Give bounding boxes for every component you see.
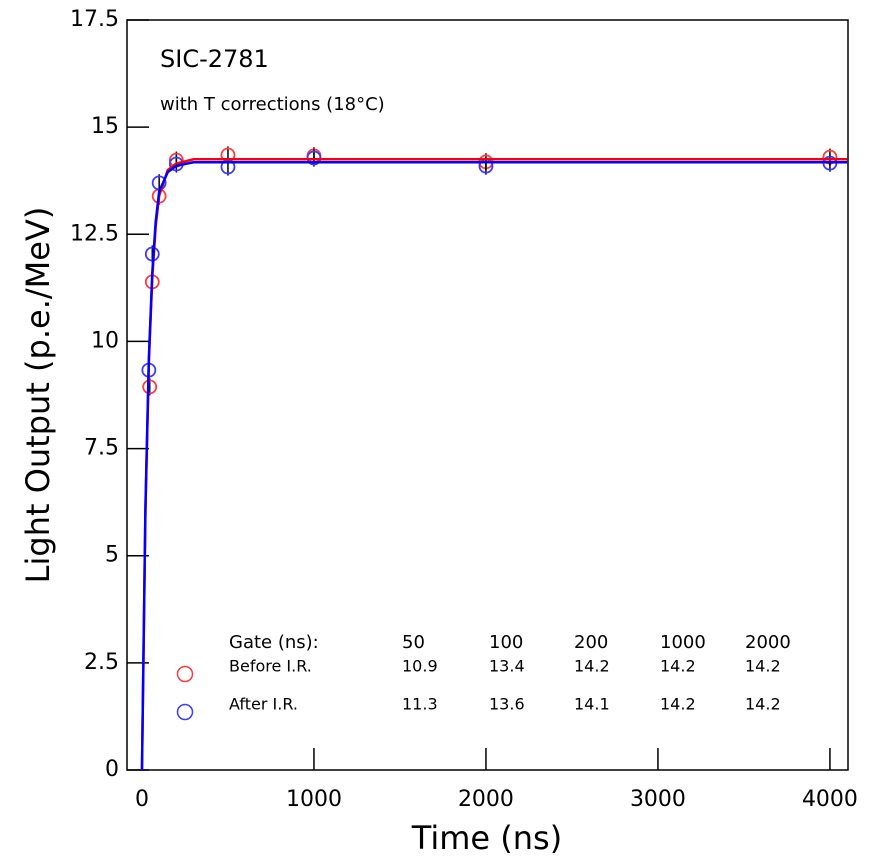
gate-value: 200 (574, 632, 608, 653)
gate-value: 50 (402, 632, 425, 653)
x-tick-label: 2000 (458, 787, 514, 812)
table-value: 14.1 (574, 695, 610, 714)
table-value: 14.2 (574, 657, 610, 676)
y-tick-label: 7.5 (84, 436, 119, 461)
y-tick-label: 15 (91, 114, 119, 139)
y-tick-label: 10 (91, 328, 119, 353)
legend-marker (176, 665, 194, 683)
table-value: 11.3 (402, 695, 438, 714)
data-point (306, 150, 322, 166)
gate-value: 100 (489, 632, 523, 653)
y-tick-label: 2.5 (84, 650, 119, 675)
legend-label: After I.R. (229, 695, 298, 714)
x-tick-label: 4000 (802, 787, 858, 812)
legend-marker (176, 703, 194, 721)
table-value: 14.2 (660, 657, 696, 676)
chart-title: SIC-2781 (160, 45, 269, 73)
fit-line (140, 161, 848, 771)
plot-frame (126, 19, 849, 771)
x-tick-label: 1000 (286, 787, 342, 812)
table-value: 14.2 (660, 695, 696, 714)
table-value: 10.9 (402, 657, 438, 676)
data-point (142, 379, 158, 395)
x-tick-label: 0 (135, 787, 149, 812)
y-tick-label: 12.5 (70, 221, 119, 246)
table-value: 14.2 (745, 695, 781, 714)
chart-subtitle: with T corrections (18°C) (160, 94, 385, 115)
y-tick-label: 0 (105, 757, 119, 782)
x-axis-label: Time (ns) (411, 819, 562, 857)
y-tick-label: 17.5 (70, 7, 119, 32)
x-tick-label: 3000 (630, 787, 686, 812)
gate-label: Gate (ns): (229, 632, 319, 653)
gate-value: 2000 (745, 632, 791, 653)
legend-label: Before I.R. (229, 657, 312, 676)
table-value: 13.4 (489, 657, 525, 676)
gate-value: 1000 (660, 632, 706, 653)
table-value: 14.2 (745, 657, 781, 676)
y-axis-label: Light Output (p.e./MeV) (19, 207, 57, 584)
table-value: 13.6 (489, 695, 525, 714)
y-tick-label: 5 (105, 543, 119, 568)
